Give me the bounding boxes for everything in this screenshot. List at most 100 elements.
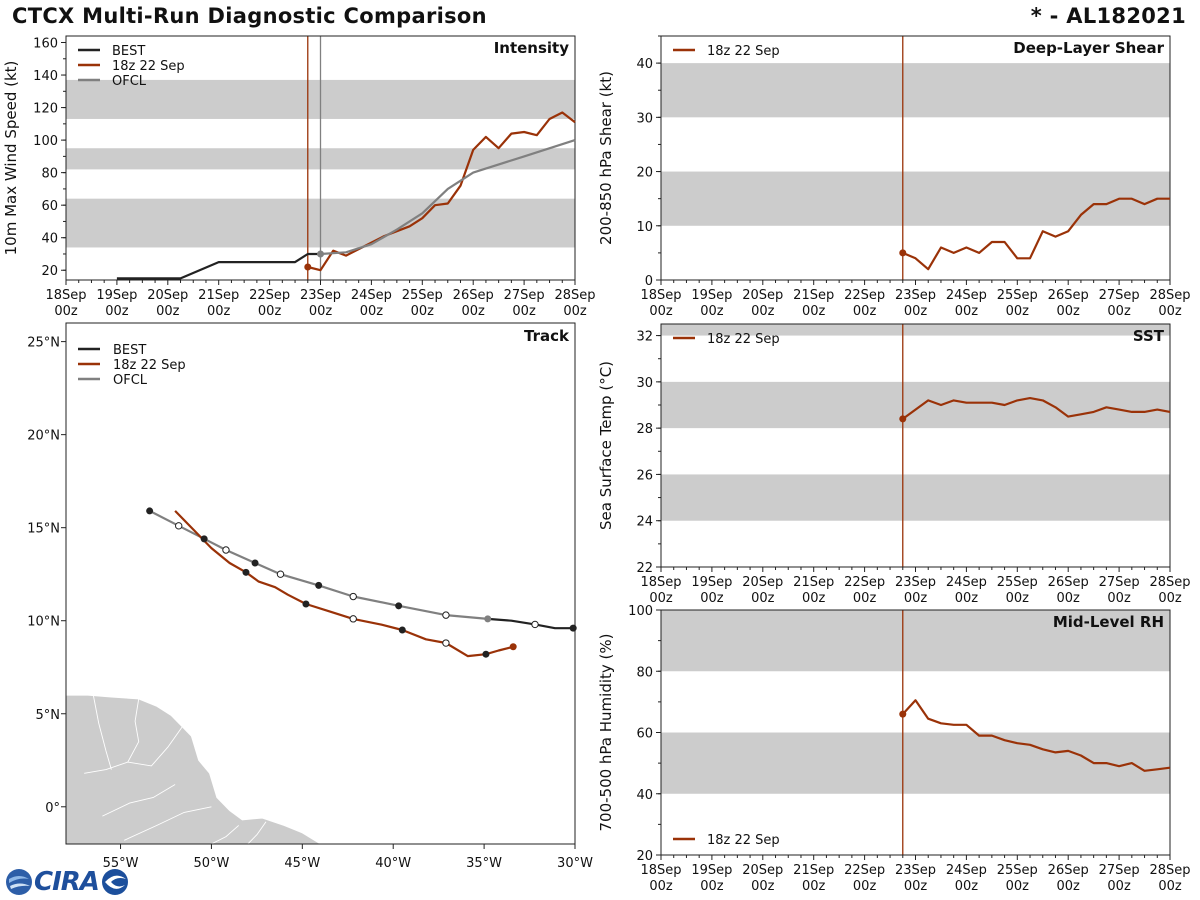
intensity-xtick-day: 21Sep xyxy=(198,288,239,303)
intensity-panel: 2040608010012014016018Sep00z19Sep00z20Se… xyxy=(2,35,596,319)
track-series-best xyxy=(487,617,574,630)
intensity-xtick-hour: 00z xyxy=(156,304,180,319)
swirl-icon xyxy=(101,869,128,895)
sst-xtick-day: 23Sep xyxy=(895,575,936,590)
intensity-xtick-day: 22Sep xyxy=(249,288,290,303)
intensity-series-ofcl xyxy=(320,139,576,256)
sst-ytick-label: 28 xyxy=(636,422,653,437)
track-river xyxy=(211,825,239,845)
rh-start-point xyxy=(899,710,907,718)
shear-xtick-hour: 00z xyxy=(1057,304,1081,319)
track-xtick-label: 50°W xyxy=(193,856,229,871)
track-series-ofcl xyxy=(149,509,488,620)
sst-xtick-hour: 00z xyxy=(1107,591,1131,606)
sst-xtick-hour: 00z xyxy=(1057,591,1081,606)
sst-xtick-hour: 00z xyxy=(904,591,928,606)
track-river xyxy=(102,784,176,817)
intensity-series-best xyxy=(116,252,321,280)
rh-legend-label: 18z 22 Sep xyxy=(707,833,780,848)
track-point xyxy=(509,643,517,651)
track-legend-label: 18z 22 Sep xyxy=(113,358,186,373)
storm-id: * - AL182021 xyxy=(1030,4,1186,28)
intensity-xtick-hour: 00z xyxy=(360,304,384,319)
track-ytick-label: 5°N xyxy=(36,708,61,723)
track-land xyxy=(65,694,323,845)
rh-xtick-hour: 00z xyxy=(649,879,673,894)
shear-xtick-hour: 00z xyxy=(802,304,826,319)
shear-title: Deep-Layer Shear xyxy=(1013,39,1164,57)
sst-xtick-day: 22Sep xyxy=(844,575,885,590)
shear-xtick-hour: 00z xyxy=(1107,304,1131,319)
intensity-ytick-label: 160 xyxy=(33,37,58,52)
rh-xtick-day: 21Sep xyxy=(793,863,834,878)
shear-xtick-day: 24Sep xyxy=(946,288,987,303)
intensity-xtick-day: 20Sep xyxy=(147,288,188,303)
track-point-open xyxy=(349,615,357,623)
cira-logo: CIRA xyxy=(4,866,131,898)
shear-xtick-day: 18Sep xyxy=(640,288,681,303)
sst-xtick-day: 19Sep xyxy=(691,575,732,590)
rh-series-run xyxy=(901,699,1171,772)
rh-xtick-hour: 00z xyxy=(1057,879,1081,894)
rh-xtick-day: 22Sep xyxy=(844,863,885,878)
track-title: Track xyxy=(524,327,570,345)
shear-ylabel: 200-850 hPa Shear (kt) xyxy=(597,71,615,245)
rh-xtick-day: 19Sep xyxy=(691,863,732,878)
intensity-legend-label: OFCL xyxy=(112,74,147,89)
intensity-legend-label: BEST xyxy=(112,44,145,59)
sst-xtick-day: 18Sep xyxy=(640,575,681,590)
intensity-ytick-label: 80 xyxy=(41,167,58,182)
shear-xtick-day: 23Sep xyxy=(895,288,936,303)
rh-xtick-hour: 00z xyxy=(955,879,979,894)
rh-xtick-hour: 00z xyxy=(751,879,775,894)
track-point xyxy=(302,600,310,608)
shear-xtick-hour: 00z xyxy=(1006,304,1030,319)
intensity-start-point xyxy=(317,250,324,258)
track-xtick-label: 40°W xyxy=(375,856,411,871)
track-river xyxy=(247,821,267,845)
rh-xtick-hour: 00z xyxy=(700,879,724,894)
rh-title: Mid-Level RH xyxy=(1053,613,1164,631)
rh-band xyxy=(661,610,1170,672)
track-ytick-label: 25°N xyxy=(27,336,60,351)
globe-icon xyxy=(6,869,32,895)
sst-xtick-day: 20Sep xyxy=(742,575,783,590)
intensity-ytick-label: 60 xyxy=(41,199,58,214)
shear-xtick-hour: 00z xyxy=(751,304,775,319)
shear-xtick-day: 25Sep xyxy=(997,288,1038,303)
track-point-open xyxy=(276,570,285,578)
shear-ytick-label: 30 xyxy=(636,111,653,126)
rh-ytick-label: 100 xyxy=(628,604,653,619)
shear-start-point xyxy=(899,249,907,257)
intensity-ytick-label: 40 xyxy=(41,232,58,247)
sst-xtick-day: 24Sep xyxy=(946,575,987,590)
sst-ytick-label: 30 xyxy=(636,376,653,391)
intensity-title: Intensity xyxy=(494,39,570,57)
sst-frame xyxy=(660,323,1171,568)
intensity-xtick-day: 18Sep xyxy=(45,288,86,303)
intensity-xtick-day: 19Sep xyxy=(96,288,137,303)
track-point xyxy=(395,602,403,610)
sst-band xyxy=(661,324,1170,336)
track-panel: 55°W 50°W 45°W 40°W 35°W 30°W 0° 5°N 10°N 15°N 20°… xyxy=(27,322,593,871)
track-river xyxy=(84,726,183,774)
sst-start-point xyxy=(899,415,907,423)
track-legend-label: BEST xyxy=(113,343,146,358)
intensity-ytick-label: 120 xyxy=(33,102,58,117)
track-point xyxy=(398,626,406,634)
track-point-open xyxy=(442,639,450,647)
rh-panel: 2040608010018Sep00z19Sep00z20Sep00z21Sep… xyxy=(597,604,1191,894)
track-point xyxy=(484,615,492,623)
track-ytick-label: 20°N xyxy=(27,429,60,444)
sst-xtick-day: 26Sep xyxy=(1048,575,1089,590)
shear-xtick-hour: 00z xyxy=(700,304,724,319)
track-point xyxy=(482,650,490,658)
sst-panel: 22242628303218Sep00z19Sep00z20Sep00z21Se… xyxy=(597,323,1191,606)
intensity-xtick-hour: 00z xyxy=(512,304,536,319)
sst-xtick-hour: 00z xyxy=(700,591,724,606)
intensity-xtick-day: 28Sep xyxy=(554,288,595,303)
sst-series-run xyxy=(902,397,1171,420)
rh-xtick-hour: 00z xyxy=(904,879,928,894)
track-xtick-label: 30°W xyxy=(557,856,593,871)
